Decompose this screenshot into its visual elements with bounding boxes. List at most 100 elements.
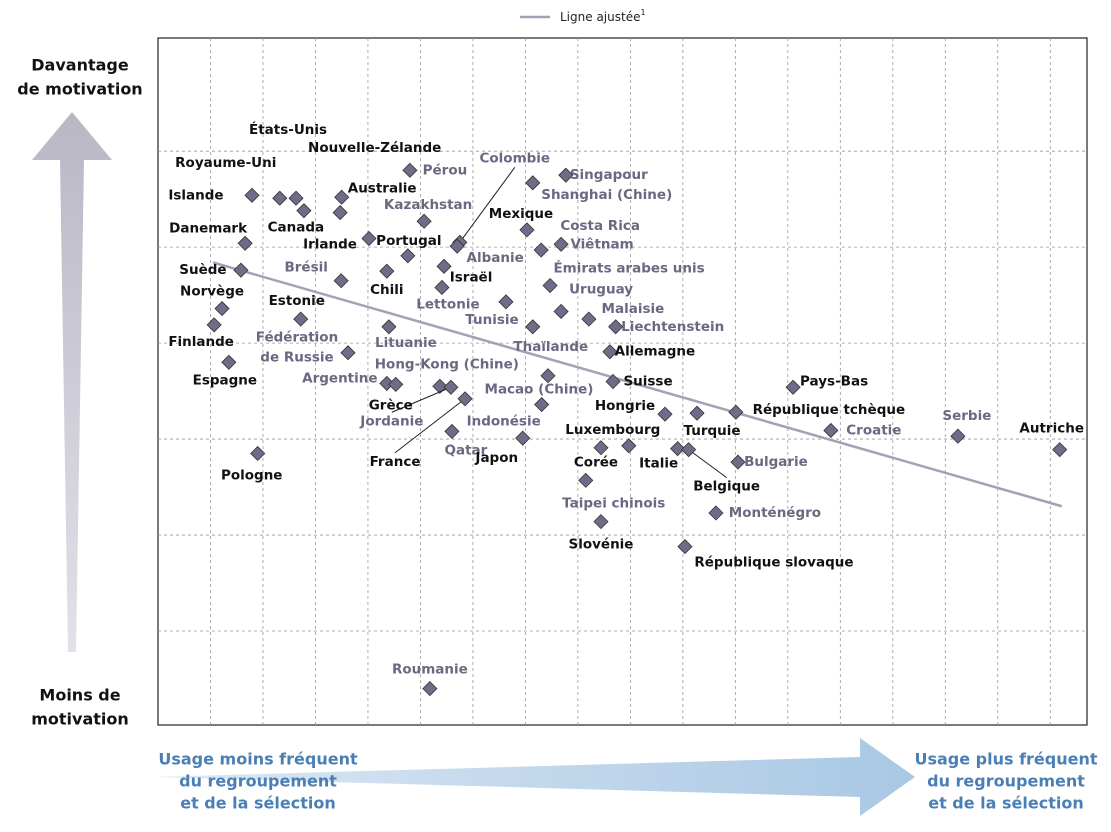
point bbox=[593, 514, 609, 530]
point bbox=[457, 391, 473, 407]
point bbox=[237, 235, 253, 251]
point bbox=[581, 311, 597, 327]
point-label: Qatar bbox=[445, 442, 488, 458]
point bbox=[388, 376, 404, 392]
annotation: et de la sélection bbox=[928, 794, 1084, 813]
point-label: Royaume-Uni bbox=[175, 155, 276, 171]
point bbox=[296, 203, 312, 219]
point-label: Albanie bbox=[467, 250, 524, 266]
point bbox=[381, 319, 397, 335]
point-label: Thaïlande bbox=[513, 339, 588, 355]
point bbox=[785, 379, 801, 395]
point bbox=[379, 263, 395, 279]
point-label: États-Unis bbox=[249, 121, 327, 138]
point-label: Serbie bbox=[942, 408, 991, 424]
point-label: Costa Rica bbox=[560, 218, 640, 234]
annotation: du regroupement bbox=[179, 772, 337, 791]
point bbox=[605, 373, 621, 390]
point-label: Lituanie bbox=[375, 335, 437, 351]
point bbox=[333, 273, 349, 289]
point bbox=[533, 242, 549, 258]
point bbox=[608, 319, 624, 335]
point bbox=[233, 262, 249, 278]
point-label: Roumanie bbox=[392, 662, 468, 678]
point bbox=[534, 396, 550, 413]
point-label: Slovénie bbox=[568, 537, 633, 553]
leader-line bbox=[459, 167, 516, 243]
point bbox=[602, 344, 618, 360]
point-label: Irlande bbox=[303, 237, 357, 253]
point-label: Belgique bbox=[693, 479, 760, 495]
point bbox=[542, 277, 558, 294]
point-label: Danemark bbox=[169, 220, 248, 236]
point-label: Brésil bbox=[284, 260, 327, 276]
point-label: France bbox=[370, 454, 421, 470]
point bbox=[525, 175, 541, 191]
point-label: Uruguay bbox=[569, 281, 633, 297]
point bbox=[540, 368, 556, 384]
point-label: Colombie bbox=[479, 150, 550, 166]
point bbox=[293, 311, 309, 327]
point-label: Grèce bbox=[369, 397, 413, 413]
point bbox=[416, 213, 432, 229]
point bbox=[519, 222, 535, 238]
point-label: Croatie bbox=[846, 422, 901, 438]
point bbox=[436, 258, 452, 274]
point bbox=[525, 319, 541, 335]
annotation: et de la sélection bbox=[180, 794, 336, 813]
point bbox=[823, 422, 839, 439]
vertical-arrow bbox=[32, 112, 112, 652]
leader-line bbox=[394, 398, 466, 454]
point-label: Japon bbox=[474, 450, 518, 466]
point bbox=[444, 423, 460, 439]
point-label: Monténégro bbox=[729, 505, 821, 521]
annotation: du regroupement bbox=[927, 772, 1085, 791]
point-label: Fédération de Russie bbox=[256, 330, 338, 366]
point bbox=[553, 303, 569, 320]
leader-line bbox=[391, 386, 452, 413]
horizontal-arrow bbox=[155, 738, 915, 816]
point bbox=[728, 404, 744, 420]
point bbox=[681, 442, 697, 458]
annotation: Usage plus fréquent bbox=[914, 750, 1097, 769]
point-label: Liechtenstein bbox=[621, 319, 724, 335]
point bbox=[244, 187, 260, 203]
point bbox=[670, 441, 686, 457]
point-label: Islande bbox=[168, 187, 223, 203]
point bbox=[250, 445, 266, 462]
point-label: Hongrie bbox=[595, 398, 655, 414]
point bbox=[402, 162, 418, 178]
point bbox=[449, 238, 465, 254]
annotation: de motivation bbox=[17, 80, 142, 99]
annotation: Moins de bbox=[39, 686, 120, 705]
point-label: Indonésie bbox=[467, 414, 541, 430]
point-label: Autriche bbox=[1019, 421, 1084, 437]
legend-label: Ligne ajustée1 bbox=[560, 8, 646, 24]
point bbox=[621, 438, 637, 454]
point bbox=[515, 430, 531, 446]
point-label: Tunisie bbox=[465, 312, 518, 328]
leader-line bbox=[688, 449, 727, 479]
point bbox=[422, 681, 438, 697]
point-label: Shanghai (Chine) bbox=[541, 187, 672, 203]
point-label: Nouvelle-Zélande bbox=[308, 140, 441, 156]
point bbox=[214, 300, 230, 317]
point bbox=[361, 230, 377, 247]
point-label: Lettonie bbox=[416, 296, 479, 312]
point bbox=[708, 505, 724, 521]
point bbox=[1052, 442, 1068, 458]
point-label: Canada bbox=[268, 220, 325, 236]
point-label: Mexique bbox=[489, 206, 553, 222]
point-label: Suisse bbox=[623, 374, 672, 390]
point bbox=[432, 378, 448, 394]
point-label: Viêtnam bbox=[570, 236, 633, 252]
point-label: Suède bbox=[179, 262, 226, 278]
point bbox=[434, 279, 450, 296]
point-label: Australie bbox=[348, 181, 417, 197]
point bbox=[400, 248, 416, 264]
point-label: Turquie bbox=[683, 423, 740, 439]
point bbox=[730, 454, 746, 470]
point-label: République tchèque bbox=[753, 402, 906, 418]
point-label: Singapour bbox=[570, 167, 648, 183]
point bbox=[593, 440, 609, 456]
